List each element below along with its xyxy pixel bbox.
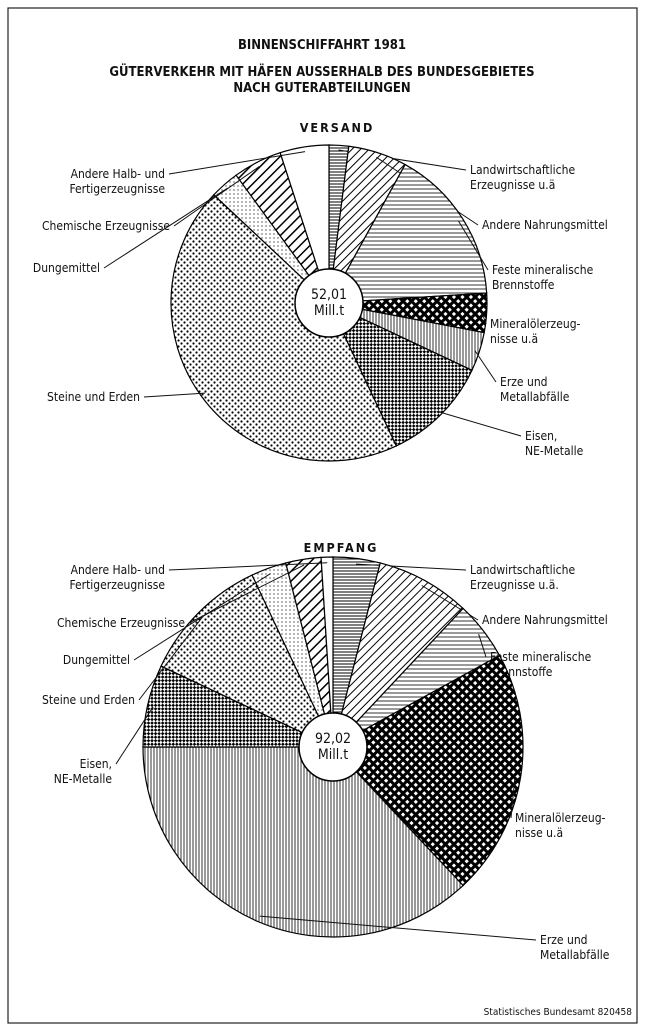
pie-slice — [332, 654, 524, 887]
leader-line — [168, 151, 306, 175]
pie-center — [294, 268, 364, 338]
slice-label: Chemische Erzeugnisse — [42, 219, 170, 233]
leader-line — [457, 220, 489, 271]
leader-line — [259, 915, 537, 941]
slice-label: Steine und Erden — [42, 693, 135, 707]
slice-label: Landwirtschaftliche Erzeugnisse u.ä. — [470, 563, 575, 592]
leader-line — [103, 187, 228, 269]
source: Statistisches Bundesamt 820458 — [484, 1007, 633, 1018]
pie-slice — [142, 746, 464, 938]
slice-label: Dungemittel — [33, 261, 100, 275]
slice-label: Mineralölerzeug-nisse u.ä — [515, 811, 606, 840]
slice-label: Andere Nahrungsmittel — [482, 613, 608, 627]
slice-label: Dungemittel — [63, 653, 130, 667]
pie-slice — [170, 193, 398, 462]
slice-label: Andere Halb- und Fertigerzeugnisse — [69, 563, 165, 592]
slice-label: Landwirtschaftliche Erzeugnisse u.ä — [470, 163, 575, 192]
leader-line — [188, 564, 305, 624]
pie-slice — [279, 144, 330, 304]
pie-slice — [327, 163, 488, 304]
leader-line — [173, 166, 260, 227]
slice-label: Feste mineralische Brennstoffe — [492, 263, 594, 292]
leader-line — [510, 775, 516, 819]
pie-title: VERSAND — [300, 120, 375, 135]
slice-label: Andere Halb- und Fertigerzeugnisse — [69, 167, 165, 196]
leader-line — [138, 616, 204, 701]
leader-line — [437, 410, 522, 437]
slice-label: Andere Nahrungsmittel — [482, 218, 608, 232]
leader-line — [474, 350, 497, 383]
slice-label: Steine und Erden — [47, 390, 140, 404]
pie-slice — [332, 562, 464, 748]
slice-label: Erze und Metallabfälle — [500, 375, 570, 404]
frame — [7, 7, 638, 1024]
center-label: 92,02 Mill.t — [315, 731, 351, 763]
leader-line — [356, 563, 467, 571]
pie-slice — [327, 301, 473, 447]
slice-label: Eisen, NE-Metalle — [54, 757, 113, 786]
slice-label: Mineralölerzeug-nisse u.ä — [490, 317, 581, 346]
slice-label: Chemische Erzeugnisse — [57, 616, 185, 630]
leader-line — [143, 392, 206, 398]
slice-label: Eisen, NE-Metalle — [525, 429, 584, 458]
pie-title: EMPFANG — [304, 540, 379, 555]
center-label: 52,01 Mill.t — [311, 287, 347, 319]
subtitle: GÜTERVERKEHR MIT HÄFEN AUSSERHALB DES BU… — [109, 64, 534, 96]
title: BINNENSCHIFFAHRT 1981 — [238, 38, 406, 53]
pie-slice — [320, 556, 334, 748]
slice-label: Erze und Metallabfälle — [540, 933, 610, 962]
leader-line — [481, 312, 487, 325]
leader-line — [478, 633, 487, 658]
pie-center — [298, 712, 368, 782]
leader-line — [168, 562, 328, 571]
pie-slice — [160, 574, 335, 749]
leader-line — [115, 706, 154, 765]
